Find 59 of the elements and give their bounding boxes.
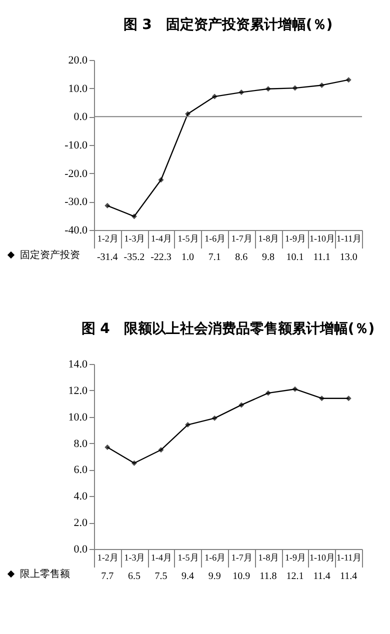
x-tick-label: 1-9月 bbox=[285, 234, 306, 244]
data-label: 7.7 bbox=[101, 571, 114, 582]
x-tick-label: 1-7月 bbox=[231, 552, 252, 562]
data-label: -31.4 bbox=[96, 252, 118, 263]
x-tick-label: 1-10月 bbox=[310, 552, 336, 562]
x-tick-label: 1-9月 bbox=[285, 552, 306, 562]
x-tick-label: 1-4月 bbox=[151, 552, 172, 562]
data-label: 11.4 bbox=[340, 571, 358, 582]
data-label: 7.1 bbox=[208, 252, 221, 263]
data-label: 11.8 bbox=[260, 571, 277, 582]
y-tick-label: 6.0 bbox=[74, 464, 88, 476]
data-label: 9.9 bbox=[208, 571, 221, 582]
x-tick-label: 1-2月 bbox=[97, 234, 118, 244]
x-tick-label: 1-3月 bbox=[124, 234, 146, 244]
x-tick-label: 1-5月 bbox=[178, 552, 199, 562]
y-tick-label: 8.0 bbox=[74, 438, 88, 450]
data-label: -22.3 bbox=[150, 252, 172, 263]
x-tick-label: 1-10月 bbox=[310, 234, 336, 244]
data-label: 10.9 bbox=[232, 571, 250, 582]
y-tick-label: -20.0 bbox=[64, 168, 88, 180]
data-label: 9.4 bbox=[182, 571, 194, 582]
legend-label: 限上零售额 bbox=[20, 568, 70, 580]
chart-title: 图 4 限额以上社会消费品零售额累计增幅(％) bbox=[81, 320, 375, 337]
data-label: 9.8 bbox=[262, 252, 274, 263]
y-tick-label: 10.0 bbox=[68, 411, 88, 424]
data-label: 13.0 bbox=[340, 252, 358, 263]
x-tick-label: 1-11月 bbox=[336, 234, 362, 244]
x-tick-label: 1-2月 bbox=[97, 552, 118, 562]
x-tick-label: 1-6月 bbox=[204, 234, 226, 244]
x-tick-label: 1-8月 bbox=[258, 234, 280, 244]
x-tick-label: 1-4月 bbox=[151, 234, 172, 244]
data-label: -35.2 bbox=[124, 252, 145, 263]
x-tick-label: 1-7月 bbox=[231, 234, 252, 244]
data-label: 1.0 bbox=[182, 252, 194, 263]
y-tick-label: 12.0 bbox=[68, 384, 88, 397]
x-tick-label: 1-5月 bbox=[178, 234, 199, 244]
data-label: 11.1 bbox=[313, 252, 330, 263]
y-tick-label: 20.0 bbox=[68, 54, 88, 66]
y-tick-label: 4.0 bbox=[74, 490, 88, 503]
y-tick-label: -40.0 bbox=[64, 224, 88, 236]
x-tick-label: 1-8月 bbox=[258, 552, 280, 562]
data-label: 8.6 bbox=[235, 252, 248, 263]
x-tick-label: 1-11月 bbox=[336, 552, 362, 562]
data-label: 10.1 bbox=[286, 252, 304, 263]
y-tick-label: 2.0 bbox=[74, 517, 88, 530]
y-tick-label: 0.0 bbox=[74, 544, 88, 556]
y-tick-label: 0.0 bbox=[74, 111, 88, 124]
data-label: 7.5 bbox=[154, 571, 168, 582]
data-label: 11.4 bbox=[313, 571, 330, 582]
x-tick-label: 1-3月 bbox=[124, 552, 146, 562]
y-tick-label: 10.0 bbox=[68, 82, 88, 95]
y-tick-label: -10.0 bbox=[64, 140, 88, 152]
x-tick-label: 1-6月 bbox=[204, 552, 226, 562]
legend-label: 固定资产投资 bbox=[20, 249, 80, 261]
data-label: 6.5 bbox=[128, 571, 140, 582]
y-tick-label: 14.0 bbox=[68, 358, 88, 370]
y-tick-label: -30.0 bbox=[64, 196, 88, 208]
chart-title: 图 3 固定资产投资累计增幅(％) bbox=[123, 16, 333, 33]
data-label: 12.1 bbox=[286, 571, 304, 582]
